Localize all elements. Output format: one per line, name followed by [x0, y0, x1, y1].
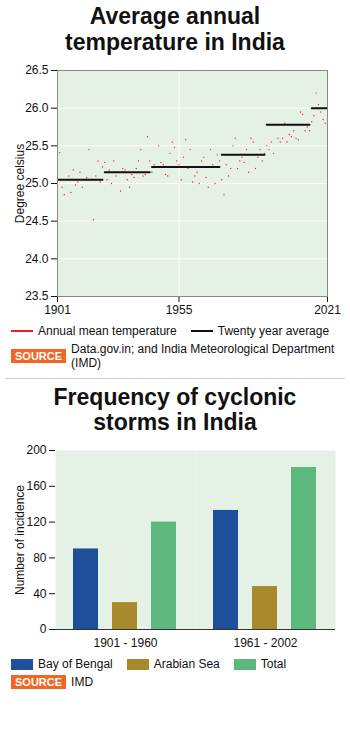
svg-text:24.5: 24.5: [25, 214, 49, 228]
html-text:SOURCE: SOURCE: [15, 676, 63, 688]
svg-text:40: 40: [33, 587, 47, 601]
svg-text:1961 - 2002: 1961 - 2002: [233, 636, 297, 650]
html-text:Twenty year average: Twenty year average: [217, 323, 330, 338]
svg-text:26.0: 26.0: [25, 101, 49, 115]
svg-text:80: 80: [33, 551, 47, 565]
svg-text:2021: 2021: [314, 303, 341, 317]
html-text:Data.gov.in; and India Meteoro: Data.gov.in; and India Meteorological De…: [71, 341, 335, 370]
svg-text:23.5: 23.5: [25, 289, 49, 303]
html-text:SOURCE: SOURCE: [15, 349, 63, 362]
svg-text:25.5: 25.5: [25, 138, 49, 152]
svg-text:26.5: 26.5: [25, 63, 49, 77]
svg-text:1901 - 1960: 1901 - 1960: [93, 636, 157, 650]
svg-text:1901: 1901: [44, 303, 71, 317]
html-text:Arabian Sea: Arabian Sea: [153, 657, 220, 671]
svg-text:120: 120: [26, 515, 46, 529]
html-text:Total: Total: [260, 657, 287, 671]
html-text:Bay of Bengal: Bay of Bengal: [38, 657, 113, 671]
html-text:Average annual temperature in: Average annual temperature in India: [65, 3, 285, 55]
svg-text:25.0: 25.0: [25, 176, 49, 190]
html-text:Frequency of cyclonic storms i: Frequency of cyclonic storms in India: [53, 383, 297, 436]
svg-text:0: 0: [40, 622, 47, 636]
svg-text:Number of incidence: Number of incidence: [13, 485, 27, 595]
svg-text:160: 160: [26, 479, 46, 493]
html-text:Annual mean temperature: Annual mean temperature: [38, 323, 177, 338]
html-text:IMD: IMD: [71, 675, 94, 689]
svg-text:24.0: 24.0: [25, 251, 49, 265]
svg-text:1955: 1955: [166, 303, 193, 317]
svg-text:Degree celsius: Degree celsius: [13, 143, 27, 222]
svg-text:200: 200: [26, 443, 46, 457]
